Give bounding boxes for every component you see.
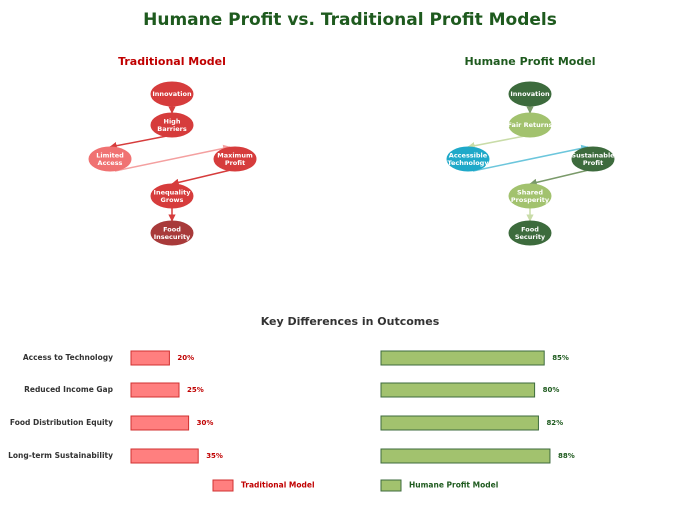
arrow — [114, 144, 231, 172]
node-label-line: Limited — [96, 151, 124, 159]
bar — [380, 350, 545, 366]
category-label: Reduced Income Gap — [24, 385, 114, 394]
node-label: Innovation — [510, 90, 550, 98]
diagram-title: Traditional Model — [118, 55, 226, 68]
node — [88, 146, 132, 172]
node-label-line: Food — [521, 225, 539, 233]
node — [508, 81, 552, 107]
bar — [130, 350, 170, 366]
node-label-line: Maximum — [217, 151, 253, 159]
value-label: 82% — [546, 419, 563, 427]
node-label-line: Sustainable — [571, 151, 615, 159]
category-label: Long-term Sustainability — [8, 451, 113, 460]
node — [150, 81, 194, 107]
node-label-line: Profit — [583, 159, 603, 167]
node-label: Accessible Technology — [447, 151, 489, 167]
legend-swatch — [212, 479, 234, 492]
value-label: 30% — [197, 419, 214, 427]
node — [508, 183, 552, 209]
node-label-line: Technology — [447, 159, 489, 167]
value-label: 85% — [552, 354, 569, 362]
bar — [130, 448, 199, 464]
node — [150, 220, 194, 246]
node-label: Innovation — [152, 90, 192, 98]
legend-swatch — [380, 479, 402, 492]
category-label: Food Distribution Equity — [10, 418, 113, 427]
arrow — [467, 134, 531, 150]
value-label: 88% — [558, 452, 575, 460]
bar — [130, 415, 190, 431]
node-label: Sustainable Profit — [571, 151, 615, 167]
node-label-line: Inequality — [154, 188, 192, 196]
bar — [130, 382, 180, 398]
node-label: Inequality Grows — [154, 188, 192, 204]
node — [150, 112, 194, 138]
node — [446, 146, 490, 172]
node — [150, 183, 194, 209]
arrow — [109, 134, 173, 150]
node-label: Fair Returns — [508, 121, 553, 129]
node-label-line: Grows — [161, 196, 184, 204]
chart-title: Key Differences in Outcomes — [261, 315, 440, 328]
node-label: Maximum Profit — [217, 151, 253, 167]
legend-label: Humane Profit Model — [409, 481, 498, 490]
legend-label: Traditional Model — [241, 481, 315, 490]
node-label-line: Shared — [517, 188, 543, 196]
node-label: Limited Access — [96, 151, 124, 167]
node-label-line: Access — [98, 159, 123, 167]
node-label-line: Food — [163, 225, 181, 233]
node-label: High Barriers — [157, 117, 187, 133]
arrow — [472, 144, 589, 172]
node-label-line: Prosperity — [511, 196, 550, 204]
node-label-line: Accessible — [449, 151, 488, 159]
bar — [380, 448, 551, 464]
bar — [380, 415, 539, 431]
arrow — [171, 168, 236, 187]
node — [213, 146, 257, 172]
node-label-line: Security — [515, 233, 546, 241]
node-label-line: High — [164, 117, 181, 125]
category-label: Access to Technology — [23, 353, 113, 362]
diagram-title: Humane Profit Model — [465, 55, 596, 68]
node-label: Shared Prosperity — [511, 188, 550, 204]
node-label: Food Security — [515, 225, 546, 241]
value-label: 20% — [177, 354, 194, 362]
node-label-line: Barriers — [157, 125, 187, 133]
page-title: Humane Profit vs. Traditional Profit Mod… — [143, 10, 557, 30]
value-label: 25% — [187, 386, 204, 394]
node-label: Food Insecurity — [154, 225, 191, 241]
value-label: 35% — [206, 452, 223, 460]
value-label: 80% — [543, 386, 560, 394]
node — [508, 220, 552, 246]
bar — [380, 382, 536, 398]
node — [571, 146, 615, 172]
node — [508, 112, 552, 138]
node-label-line: Insecurity — [154, 233, 191, 241]
node-label-line: Profit — [225, 159, 245, 167]
arrow — [529, 168, 594, 187]
